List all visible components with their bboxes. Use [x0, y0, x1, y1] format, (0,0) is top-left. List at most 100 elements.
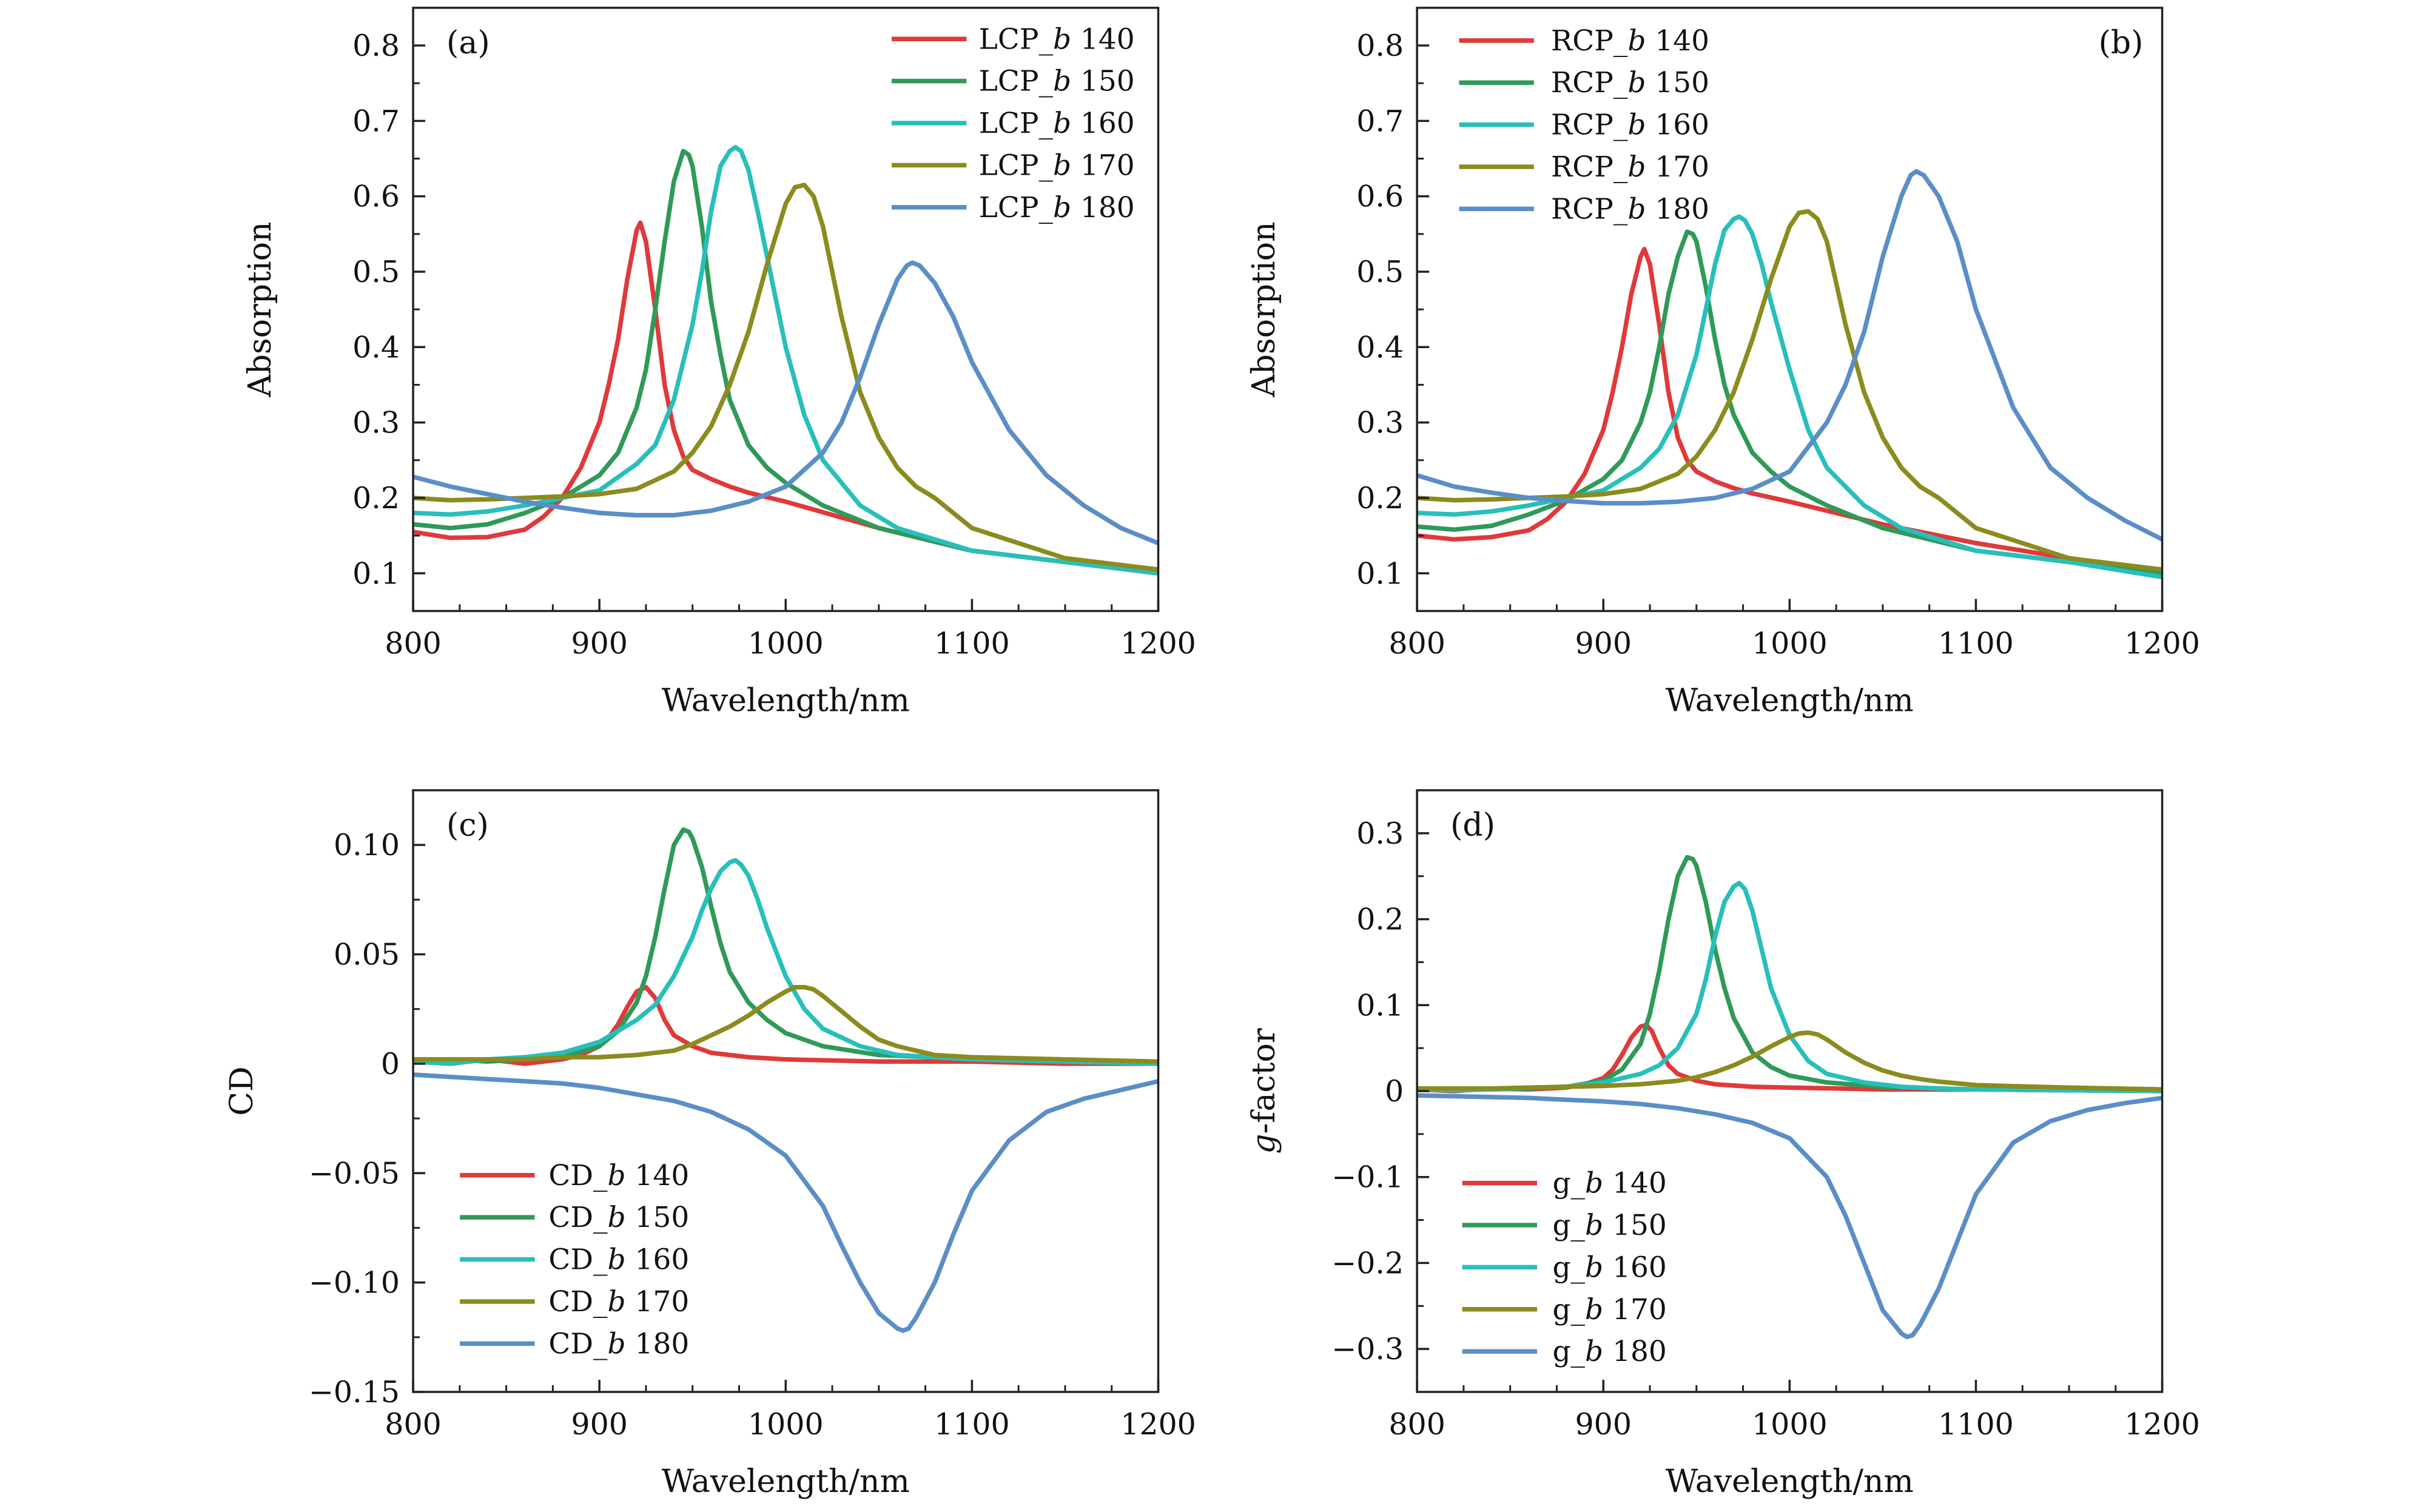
- y-tick-label: 0.2: [1356, 902, 1404, 937]
- panel-b: 800 900 1000 1100 1200 0.1 0.2 0.3 0.4 0.5 0.6 0.7 0…: [1246, 7, 2200, 719]
- y-axis-title: CD: [224, 1066, 260, 1115]
- y-tick-label: 0.05: [334, 938, 400, 972]
- y-tick-label: 0: [381, 1047, 400, 1081]
- series-line-2: [413, 827, 1159, 1066]
- y-tick-label: −0.2: [1331, 1246, 1404, 1280]
- legend-label-4: g_b 170: [1552, 1293, 1666, 1326]
- legend-label-2: RCP_b 150: [1551, 66, 1709, 99]
- x-axis-title: Wavelength/nm: [662, 682, 910, 719]
- y-tick-label: 0.6: [1356, 180, 1404, 214]
- legend-label-2: g_b 150: [1552, 1209, 1666, 1242]
- legend-label-3: g_b 160: [1552, 1251, 1666, 1284]
- legend-label-5: g_b 180: [1552, 1335, 1666, 1368]
- plot-frame: [1416, 7, 2164, 613]
- legend: RCP_b 140 RCP_b 150 RCP_b 160 RCP_b 170 RCP_…: [1459, 24, 1709, 226]
- y-tick-label: 0.8: [352, 29, 400, 63]
- x-tick-label: 1200: [1120, 626, 1196, 660]
- y-tick-label: 0.1: [1356, 556, 1404, 591]
- x-tick-label: 900: [571, 626, 628, 660]
- y-tick-label: 0.7: [352, 104, 400, 138]
- legend: g_b 140 g_b 150 g_b 160 g_b 170 g_b 180: [1462, 1167, 1667, 1368]
- legend-label-4: CD_b 170: [548, 1285, 689, 1319]
- y-tick-label: 0.7: [1356, 104, 1404, 138]
- y-tick-label: 0: [1385, 1074, 1404, 1109]
- x-tick-label: 800: [1388, 1407, 1445, 1442]
- series-group: [1417, 169, 2162, 580]
- x-tick-label: 800: [385, 1407, 442, 1442]
- x-tick-label: 1200: [2124, 626, 2200, 660]
- series-line-3: [1417, 214, 2162, 580]
- y-tick-label: 0.4: [1356, 330, 1404, 365]
- panel-tag: (b): [2099, 25, 2144, 61]
- x-tick-label: 1200: [1120, 1407, 1196, 1442]
- series-line-2: [1417, 229, 2162, 576]
- y-tick-label: 0.1: [1356, 988, 1404, 1023]
- panel-tag: (a): [446, 25, 490, 61]
- y-tick-label: 0.4: [352, 330, 400, 365]
- legend-label-3: LCP_b 160: [979, 107, 1135, 140]
- legend-label-5: LCP_b 180: [979, 191, 1135, 224]
- y-tick-label: 0.2: [1356, 481, 1404, 516]
- y-axis-title: Absorption: [242, 221, 278, 397]
- legend: CD_b 140 CD_b 150 CD_b 160 CD_b 170 CD_b 180: [460, 1159, 689, 1360]
- legend-label-5: CD_b 180: [548, 1327, 689, 1360]
- series-line-4: [1417, 1030, 2162, 1092]
- y-tick-label: 0.10: [334, 828, 400, 862]
- panel-tag: (c): [446, 807, 489, 844]
- legend-label-2: LCP_b 150: [979, 65, 1135, 98]
- series-line-2: [413, 149, 1159, 576]
- y-tick-label: 0.6: [352, 180, 400, 214]
- y-tick-label: 0.3: [1356, 816, 1404, 851]
- legend-label-1: LCP_b 140: [979, 22, 1135, 56]
- x-tick-label: 1000: [1752, 1407, 1828, 1442]
- legend-label-3: CD_b 160: [548, 1243, 689, 1277]
- series-line-5: [413, 1072, 1159, 1333]
- panel-tag: (d): [1450, 807, 1495, 844]
- x-axis-title: Wavelength/nm: [1666, 682, 1914, 719]
- series-line-1: [1417, 246, 2162, 576]
- series-line-5: [413, 260, 1159, 546]
- plot-frame: [412, 7, 1160, 613]
- x-tick-label: 800: [1388, 626, 1445, 660]
- legend-label-4: RCP_b 170: [1551, 150, 1709, 184]
- x-axis-title: Wavelength/nm: [662, 1463, 910, 1500]
- series-line-3: [1417, 881, 2162, 1094]
- y-tick-label: 0.3: [1356, 406, 1404, 440]
- x-tick-label: 1000: [748, 626, 824, 660]
- x-tick-label: 900: [1575, 1407, 1632, 1442]
- legend-label-1: CD_b 140: [548, 1159, 689, 1192]
- series-line-1: [413, 220, 1159, 576]
- legend-label-3: RCP_b 160: [1551, 109, 1709, 142]
- series-line-5: [1417, 169, 2162, 542]
- y-tick-label: −0.1: [1331, 1160, 1404, 1195]
- x-tick-label: 800: [385, 626, 442, 660]
- y-tick-label: 0.8: [1356, 29, 1404, 63]
- y-tick-label: 0.5: [1356, 255, 1404, 289]
- x-tick-label: 1100: [934, 1407, 1010, 1442]
- series-line-4: [1417, 209, 2162, 572]
- y-tick-label: 0.5: [352, 255, 400, 289]
- x-tick-label: 1100: [1938, 1407, 2014, 1442]
- legend-label-2: CD_b 150: [548, 1201, 689, 1234]
- y-tick-label: 0.3: [352, 406, 400, 440]
- x-tick-label: 1200: [2124, 1407, 2200, 1442]
- x-tick-label: 900: [1575, 626, 1632, 660]
- series-line-5: [1417, 1093, 2162, 1340]
- x-tick-label: 1100: [934, 626, 1010, 660]
- x-axis-title: Wavelength/nm: [1666, 1463, 1914, 1500]
- series-group: [413, 145, 1159, 576]
- panel-d: 800 900 1000 1100 1200 −0.3 −0.2 −0.1 0 0.1 0.2 0.3…: [1246, 789, 2200, 1500]
- series-line-4: [413, 984, 1159, 1064]
- x-tick-label: 900: [571, 1407, 628, 1442]
- panel-a: 800 900 1000 1100 1200 0.1 0.2 0.3 0.4 0.5 0.6 0.7 0…: [242, 7, 1196, 719]
- y-tick-label: 0.2: [352, 481, 400, 516]
- y-tick-label: −0.15: [309, 1375, 400, 1410]
- series-line-1: [413, 984, 1159, 1066]
- series-line-4: [413, 183, 1159, 572]
- series-line-2: [1417, 855, 2162, 1094]
- x-tick-label: 1000: [1752, 626, 1828, 660]
- y-axis-title: Absorption: [1246, 221, 1282, 397]
- x-tick-label: 1000: [748, 1407, 824, 1442]
- y-tick-label: −0.3: [1331, 1332, 1404, 1366]
